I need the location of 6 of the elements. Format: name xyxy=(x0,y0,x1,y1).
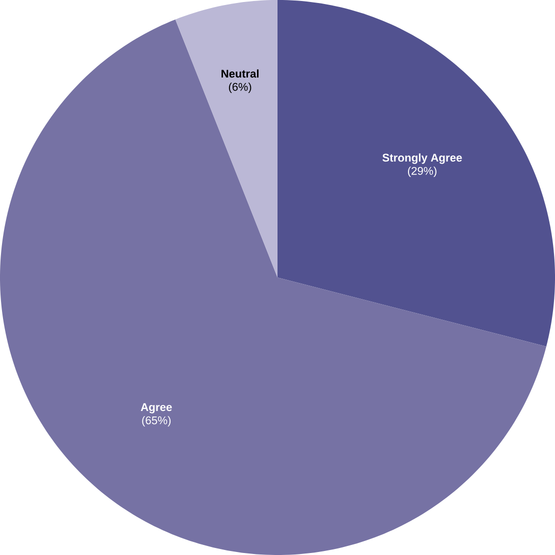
slice-label: Neutral xyxy=(222,69,259,78)
data-label: (29%) xyxy=(408,166,436,178)
data-label: (6%) xyxy=(228,82,252,94)
slice-label: Strongly Agree xyxy=(382,153,462,164)
data-label: (65%) xyxy=(142,416,171,426)
slice-label: Agree xyxy=(140,403,172,414)
